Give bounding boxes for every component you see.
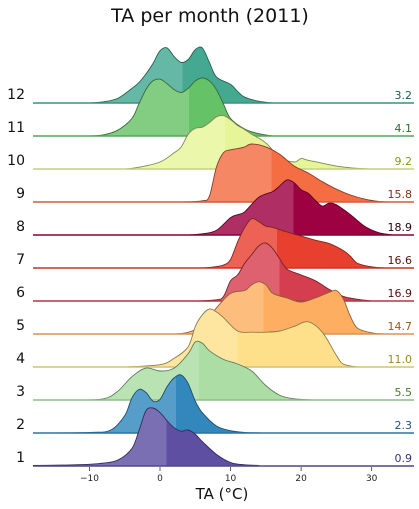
ridge-month-3: 3 5.5 [16,340,414,401]
month-label-4: 4 [16,351,25,367]
mean-label-10: 9.2 [395,155,413,168]
ridge-area-6 [195,242,372,301]
ridge-area-1 [33,407,259,466]
x-tick-label--10: −10 [80,474,99,484]
ridge-area-10 [124,115,372,169]
mean-label-1: 0.9 [395,452,413,465]
month-label-10: 10 [7,153,25,169]
mean-label-9: 15.8 [388,188,413,201]
mean-label-6: 16.9 [388,287,413,300]
ridge-month-12: 12 3.2 [7,46,414,104]
ridge-month-10: 10 9.2 [7,115,414,170]
mean-label-11: 4.1 [395,122,413,135]
month-label-9: 9 [16,186,25,202]
ridge-month-6: 6 16.9 [16,242,414,302]
ridge-outline-6 [195,242,372,302]
month-label-2: 2 [16,417,25,433]
ridge-outline-1 [32,407,259,466]
ridge-outline-11 [89,77,273,137]
ridge-outline-2 [32,374,266,434]
mean-label-5: 14.7 [388,320,413,333]
ridge-area-9 [181,144,393,202]
ridge-outline-9 [181,143,393,203]
month-label-1: 1 [16,450,25,466]
ridge-month-1: 1 0.9 [16,407,414,467]
month-label-8: 8 [16,219,25,235]
ridge-area-12 [89,46,273,103]
ridges-group: 12 3.211 4.110 9.29 15.88 18.97 16.66 16.95 14.7… [7,46,414,467]
ridge-area-2 [33,374,266,433]
x-tick-label-0: 0 [157,474,163,484]
mean-label-12: 3.2 [395,89,413,102]
ridge-outline-5 [174,281,386,335]
month-label-5: 5 [16,318,25,334]
mean-label-7: 16.6 [388,254,413,267]
ridge-month-7: 7 16.6 [16,218,414,269]
month-label-12: 12 [7,87,25,103]
mean-label-2: 2.3 [395,419,413,432]
month-label-11: 11 [7,120,25,136]
ridge-outline-8 [188,179,393,236]
month-label-6: 6 [16,285,25,301]
ridge-area-8 [188,179,393,235]
ridge-outline-3 [75,340,316,401]
ridge-area-3 [75,341,316,400]
mean-label-4: 11.0 [388,353,413,366]
mean-label-3: 5.5 [395,386,413,399]
ridge-month-8: 8 18.9 [16,179,414,236]
ridge-outline-7 [195,218,386,269]
ridge-outline-12 [89,46,273,104]
x-axis-label: TA (°C) [195,485,249,503]
x-axis: −10 0 10 20 30 [80,467,378,484]
chart-title: TA per month (2011) [110,5,309,27]
x-tick-label-20: 20 [295,474,307,484]
mean-label-8: 18.9 [388,221,413,234]
x-tick-label-10: 10 [225,474,237,484]
ridge-month-9: 9 15.8 [16,143,414,203]
x-tick-label-30: 30 [366,474,378,484]
ridge-outline-10 [124,115,372,170]
month-label-7: 7 [16,252,25,268]
ridge-outline-4 [124,308,358,368]
month-label-3: 3 [16,384,25,400]
ridge-month-2: 2 2.3 [16,374,414,434]
